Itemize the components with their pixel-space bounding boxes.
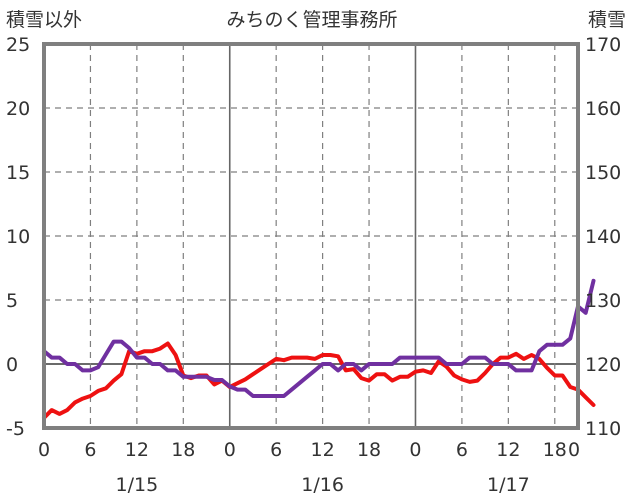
- left-axis-ticks: -5 0 5 10 15 20 25: [6, 34, 30, 440]
- x-tick-label: 0: [38, 439, 50, 461]
- x-tick-label: 12: [496, 439, 520, 461]
- chart-title: みちのく管理事務所: [226, 9, 397, 31]
- right-axis-ticks: 110 120 130 140 150 160 170: [585, 34, 621, 440]
- right-tick-label: 110: [585, 418, 621, 440]
- x-tick-label: 6: [270, 439, 282, 461]
- left-tick-label: 10: [6, 226, 30, 248]
- series-line-1: [42, 341, 596, 420]
- x-tick-label: 0: [409, 439, 421, 461]
- x-tick-label: 12: [125, 439, 149, 461]
- right-tick-label: 170: [585, 34, 621, 56]
- right-tick-label: 160: [585, 98, 621, 120]
- left-tick-label: 0: [6, 354, 18, 376]
- date-label: 1/16: [301, 474, 344, 496]
- left-tick-label: -5: [6, 418, 25, 440]
- left-tick-label: 20: [6, 98, 30, 120]
- left-tick-label: 15: [6, 162, 30, 184]
- left-tick-label: 5: [6, 290, 18, 312]
- right-tick-label: 140: [585, 226, 621, 248]
- x-tick-label: 18: [357, 439, 381, 461]
- plot-frame: [42, 42, 580, 430]
- series-line-2: [42, 278, 596, 398]
- x-tick-label: 6: [84, 439, 96, 461]
- right-tick-label: 150: [585, 162, 621, 184]
- left-axis-label: 積雪以外: [6, 9, 82, 31]
- x-tick-label: 0: [568, 439, 580, 461]
- x-axis-ticks: 0 6 12 18 0 6 12 18 0 6 12 18 0: [38, 439, 580, 461]
- x-tick-label: 12: [311, 439, 335, 461]
- date-label: 1/17: [487, 474, 530, 496]
- left-tick-label: 25: [6, 34, 30, 56]
- right-tick-label: 120: [585, 354, 621, 376]
- series-layer: [42, 278, 596, 420]
- x-tick-label: 0: [224, 439, 236, 461]
- x-tick-label: 18: [543, 439, 567, 461]
- right-tick-label: 130: [585, 290, 621, 312]
- date-label: 1/15: [116, 474, 159, 496]
- x-tick-label: 18: [171, 439, 195, 461]
- x-tick-label: 6: [456, 439, 468, 461]
- date-labels: 1/15 1/16 1/17: [116, 474, 530, 496]
- right-axis-label: 積雪: [588, 9, 626, 31]
